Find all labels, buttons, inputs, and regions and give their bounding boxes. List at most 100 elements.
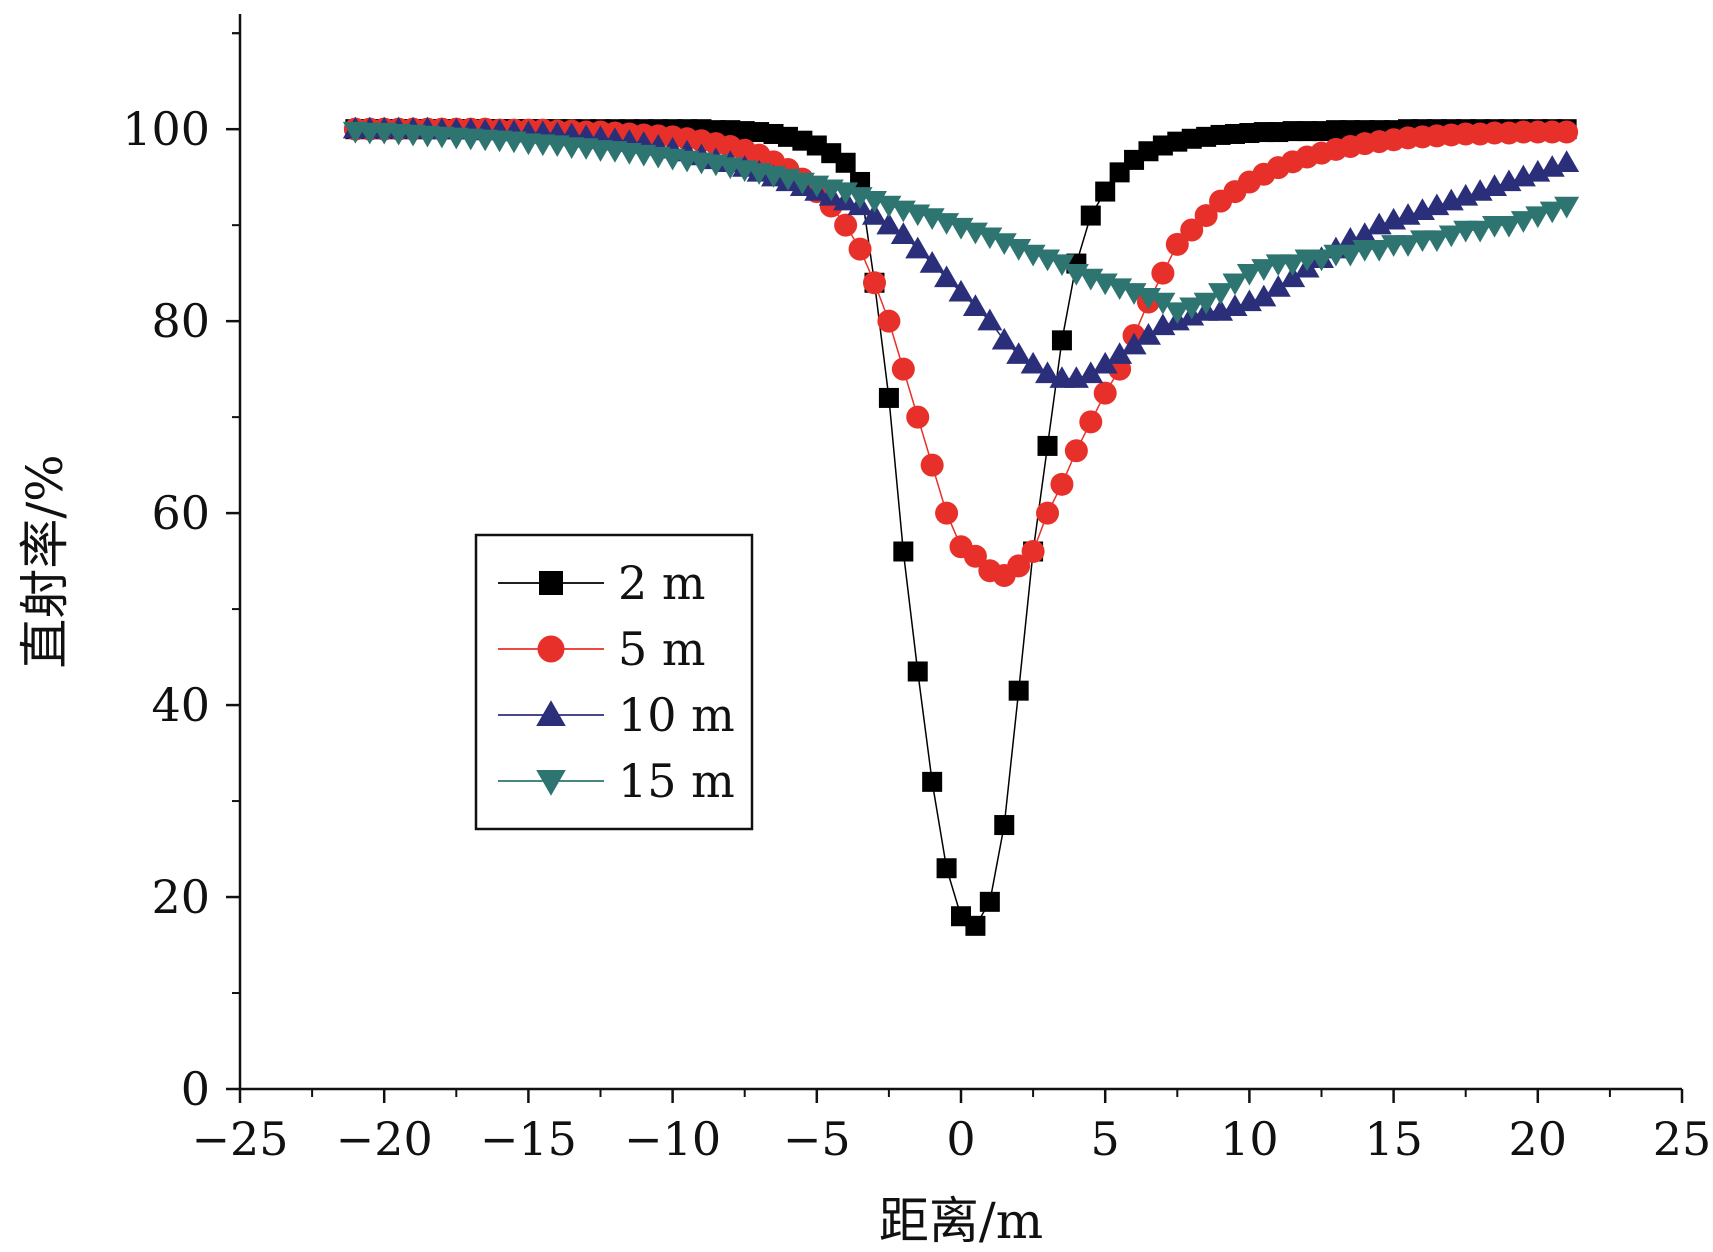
data-point-5m (862, 271, 886, 295)
data-point-15m (1236, 263, 1262, 286)
x-tick-label: −20 (336, 1112, 433, 1166)
data-point-10m (1280, 265, 1306, 288)
data-point-10m (1135, 323, 1161, 345)
y-tick-label: 20 (151, 870, 210, 924)
legend-label: 5 m (618, 622, 706, 676)
series-15m (342, 121, 1580, 325)
data-point-15m (1280, 254, 1306, 277)
data-point-5m (877, 309, 901, 333)
data-point-10m (890, 222, 916, 244)
data-point-5m (1151, 261, 1175, 285)
x-tick-label: 5 (1091, 1112, 1120, 1166)
data-point-5m (920, 453, 944, 477)
data-point-5m (848, 237, 872, 261)
series-line-5m (355, 128, 1567, 577)
data-point-10m (1554, 150, 1580, 172)
data-point-2m (878, 387, 899, 408)
x-tick-label: −10 (624, 1112, 721, 1166)
data-point-2m (965, 915, 986, 936)
data-point-10m (1265, 275, 1291, 297)
data-point-10m (1020, 351, 1046, 374)
legend-marker (536, 700, 566, 727)
data-point-5m (891, 357, 915, 381)
data-point-5m (1194, 204, 1218, 228)
data-point-15m (1193, 292, 1219, 315)
data-point-5m (1036, 501, 1060, 525)
data-point-10m (1107, 342, 1133, 364)
legend-label: 15 m (618, 754, 735, 808)
data-point-15m (1006, 238, 1032, 261)
data-point-2m (936, 858, 957, 879)
data-point-10m (876, 212, 902, 235)
y-tick-label: 100 (122, 102, 210, 156)
data-point-5m (906, 405, 930, 429)
data-point-2m (893, 541, 914, 562)
series-layer (342, 116, 1580, 936)
legend-label: 2 m (618, 556, 706, 610)
data-point-10m (991, 327, 1017, 350)
data-point-5m (834, 213, 858, 237)
data-point-15m (1309, 249, 1334, 272)
data-point-5m (1555, 120, 1579, 144)
data-point-10m (977, 308, 1003, 331)
data-point-15m (1395, 235, 1421, 257)
y-axis-label: 直射率/% (16, 454, 74, 668)
data-point-15m (1179, 297, 1205, 320)
x-tick-label: 15 (1364, 1112, 1423, 1166)
data-point-2m (1080, 205, 1101, 226)
data-point-15m (1366, 239, 1392, 262)
data-point-15m (1510, 211, 1536, 233)
axes: −25 −20 −15 −10 −5 0 5 10 15 20 25 0 20 40 60 80 100 (122, 14, 1711, 1166)
data-point-2m (994, 815, 1015, 836)
data-point-10m (1078, 361, 1104, 384)
data-point-10m (1251, 284, 1277, 307)
data-point-5m (963, 544, 987, 568)
data-point-2m (979, 891, 1000, 912)
data-point-5m (1050, 472, 1074, 496)
data-point-5m (1165, 232, 1189, 256)
data-point-15m (1337, 244, 1363, 267)
y-tick-label: 80 (151, 294, 210, 348)
data-point-5m (1079, 410, 1103, 434)
data-point-10m (861, 203, 887, 225)
data-point-15m (1539, 201, 1565, 224)
data-point-15m (1208, 283, 1234, 305)
data-point-2m (835, 152, 856, 173)
x-axis-label: 距离/m (879, 1192, 1043, 1250)
data-point-2m (1051, 330, 1072, 351)
data-point-10m (1035, 361, 1061, 384)
legend: 2 m 5 m 10 m 15 m (474, 533, 754, 831)
data-point-15m (1150, 292, 1176, 315)
data-point-2m (1008, 680, 1029, 701)
data-point-15m (1424, 230, 1450, 253)
data-point-15m (1525, 206, 1551, 229)
data-point-10m (934, 265, 960, 288)
data-point-15m (1467, 220, 1493, 243)
x-tick-label: −15 (480, 1112, 577, 1166)
legend-marker (537, 635, 565, 663)
data-point-10m (948, 279, 974, 302)
x-tick-label: 25 (1653, 1112, 1712, 1166)
data-point-15m (1222, 273, 1248, 296)
data-point-2m (1037, 435, 1058, 456)
legend-marker (539, 571, 563, 595)
data-point-15m (977, 227, 1003, 250)
data-point-10m (962, 294, 988, 316)
legend-box (474, 533, 754, 831)
x-tick-label: −5 (783, 1112, 851, 1166)
data-point-10m (1352, 222, 1378, 244)
y-tick-label: 40 (151, 678, 210, 732)
x-tick-label: 0 (946, 1112, 975, 1166)
y-tick-label: 0 (181, 1062, 210, 1116)
data-point-15m (1496, 215, 1522, 238)
data-point-5m (1021, 540, 1045, 563)
data-point-15m (1554, 196, 1580, 219)
legend-label: 10 m (618, 688, 735, 742)
data-point-5m (935, 501, 959, 525)
data-point-5m (1007, 554, 1031, 578)
data-point-10m (1092, 351, 1118, 374)
series-line-10m (355, 128, 1567, 380)
data-point-15m (1251, 259, 1277, 281)
x-tick-label: 20 (1509, 1112, 1568, 1166)
